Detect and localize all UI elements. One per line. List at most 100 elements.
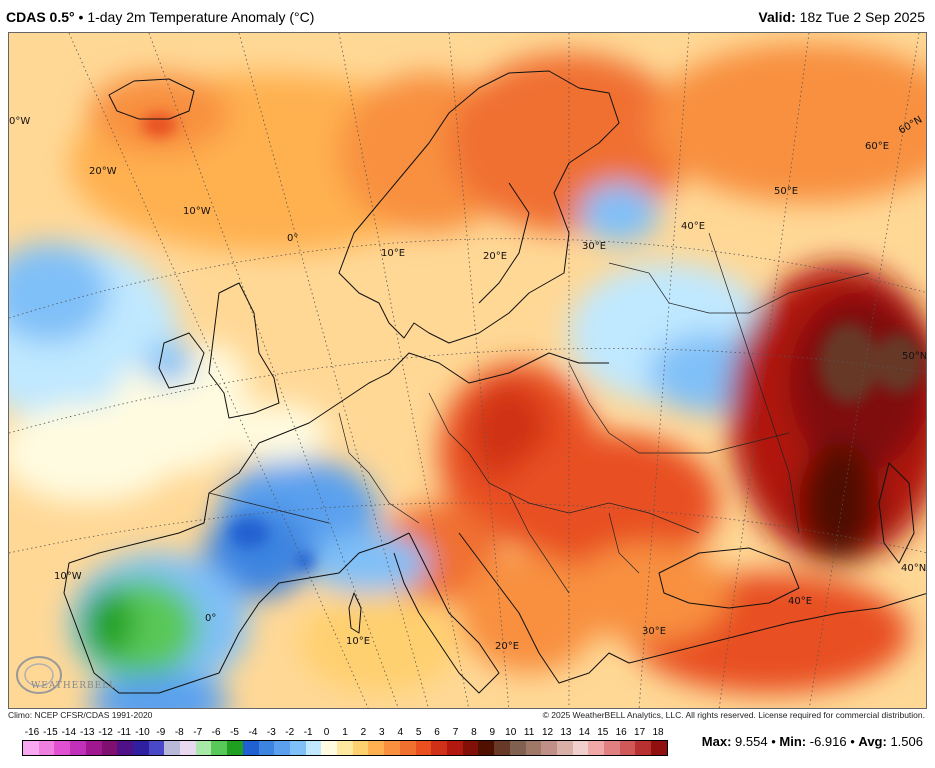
- climo-note: Climo: NCEP CFSR/CDAS 1991-2020: [8, 710, 153, 720]
- colorbar-tick-label: -1: [303, 727, 313, 738]
- colorbar-swatch: [321, 741, 338, 755]
- label-40e-south: 40°E: [788, 596, 812, 607]
- stats-sep-1: •: [771, 734, 776, 749]
- colorbar-swatch: [54, 741, 71, 755]
- label-40n: 40°N: [901, 563, 926, 574]
- colorbar-tick-label: -7: [193, 727, 203, 738]
- colorbar-swatch: [588, 741, 605, 755]
- valid-time-value: 18z Tue 2 Sep 2025: [799, 9, 925, 25]
- colorbar-tick-label: -11: [117, 727, 131, 738]
- colorbar-tick-label: -2: [285, 727, 295, 738]
- colorbar-swatch: [462, 741, 479, 755]
- colorbar-tick-label: 18: [652, 727, 664, 738]
- colorbar-swatch: [195, 741, 212, 755]
- colorbar-tick-label: -13: [80, 727, 95, 738]
- colorbar-swatch: [478, 741, 495, 755]
- label-50n: 50°N: [902, 351, 927, 362]
- colorbar-swatch: [431, 741, 447, 755]
- colorbar-swatch: [525, 741, 542, 755]
- anomaly-hot-cores: [141, 113, 924, 571]
- colorbar-swatch: [352, 741, 369, 755]
- label-10w: 10°W: [183, 206, 211, 217]
- colorbar-tick-label: 1: [342, 727, 348, 738]
- colorbar-tick-labels: -16 -15 -14 -13 -12 -11 -10 -9 -8 -7 -6 -5 -4 -3 -2 -1 0…: [22, 727, 668, 739]
- colorbar-swatch: [446, 741, 463, 755]
- colorbar-tick-label: 13: [560, 727, 572, 738]
- min-value: -6.916: [809, 734, 847, 749]
- colorbar-swatch: [494, 741, 510, 755]
- label-0deg: 0°: [287, 233, 298, 244]
- label-30e: 30°E: [582, 241, 606, 252]
- colorbar-swatch: [368, 741, 385, 755]
- colorbar-swatch: [211, 741, 228, 755]
- colorbar-tick-label: 5: [415, 727, 422, 738]
- colorbar-swatch: [148, 741, 165, 755]
- anomaly-map[interactable]: 0°W 20°W 10°W 0° 10°E 20°E 30°E 40°E 50°…: [8, 32, 927, 709]
- colorbar-tick-label: -5: [230, 727, 239, 738]
- colorbar-tick-label: 9: [489, 727, 496, 738]
- avg-value: 1.506: [890, 734, 923, 749]
- colorbar-swatch: [415, 741, 432, 755]
- colorbar-swatch: [619, 741, 636, 755]
- colorbar-tick-label: -3: [266, 727, 276, 738]
- label-20e: 20°E: [483, 251, 507, 262]
- colorbar-swatch: [258, 741, 275, 755]
- coastlines: [63, 70, 926, 694]
- variable-name: 1-day 2m Temperature Anomaly (°C): [87, 9, 315, 25]
- colorbar-tick-label: -10: [135, 727, 150, 738]
- max-value: 9.554: [735, 734, 768, 749]
- label-20e-south: 20°E: [495, 641, 519, 652]
- min-label: Min:: [779, 734, 807, 749]
- title-separator: •: [78, 9, 84, 25]
- colorbar-tick-label: 16: [615, 727, 627, 738]
- header: CDAS 0.5° • 1-day 2m Temperature Anomaly…: [0, 0, 935, 32]
- colorbar-swatch: [399, 741, 416, 755]
- label-20w: 20°W: [89, 166, 117, 177]
- colorbar-tick-label: -9: [156, 727, 166, 738]
- colorbar-swatch: [164, 741, 181, 755]
- colorbar-tick-label: 11: [523, 727, 535, 738]
- colorbar-swatch: [70, 741, 86, 755]
- label-0deg-south: 0°: [205, 613, 216, 624]
- colorbar-swatch: [85, 741, 102, 755]
- colorbar-swatch: [509, 741, 526, 755]
- colorbar-swatch: [38, 741, 55, 755]
- colorbar-tick-label: 7: [452, 727, 459, 738]
- colorbar-tick-label: 17: [634, 727, 646, 738]
- weatherbell-logo: WEATHERBELL: [16, 656, 115, 694]
- colorbar-swatch: [541, 741, 557, 755]
- colorbar-tick-label: 12: [541, 727, 554, 738]
- stats-sep-2: •: [850, 734, 855, 749]
- stats-summary: Max: 9.554 • Min: -6.916 • Avg: 1.506: [702, 734, 923, 749]
- country-borders: [208, 232, 870, 594]
- valid-label: Valid:: [758, 9, 796, 25]
- colorbar-swatch: [23, 741, 39, 755]
- colorbar-swatch: [384, 741, 400, 755]
- label-10w-south: 10°W: [54, 571, 82, 582]
- colorbar-tick-label: -4: [248, 727, 258, 738]
- colorbar-tick-label: 0: [323, 727, 330, 738]
- colorbar: [22, 740, 668, 756]
- colorbar-tick-label: -15: [43, 727, 58, 738]
- colorbar-swatch: [289, 741, 306, 755]
- model-name: CDAS 0.5°: [6, 9, 75, 25]
- colorbar-swatch: [132, 741, 149, 755]
- colorbar-swatch: [227, 741, 243, 755]
- colorbar-tick-label: 15: [597, 727, 609, 738]
- label-60e: 60°E: [865, 141, 889, 152]
- colorbar-swatch: [117, 741, 133, 755]
- colorbar-tick-label: 14: [578, 727, 590, 738]
- colorbar-swatch: [556, 741, 573, 755]
- colorbar-swatch: [101, 741, 118, 755]
- map-canvas: 0°W 20°W 10°W 0° 10°E 20°E 30°E 40°E 50°…: [9, 33, 927, 708]
- colorbar-tick-label: 10: [505, 727, 517, 738]
- colorbar-swatch: [572, 741, 589, 755]
- label-40e: 40°E: [681, 221, 705, 232]
- graticule: [9, 33, 926, 708]
- colorbar-tick-label: 8: [471, 727, 477, 738]
- colorbar-tick-label: 4: [397, 727, 404, 738]
- colorbar-swatch: [305, 741, 322, 755]
- colorbar-tick-label: 3: [379, 727, 385, 738]
- valid-time: Valid: 18z Tue 2 Sep 2025: [758, 9, 925, 25]
- colorbar-tick-label: 2: [360, 727, 367, 738]
